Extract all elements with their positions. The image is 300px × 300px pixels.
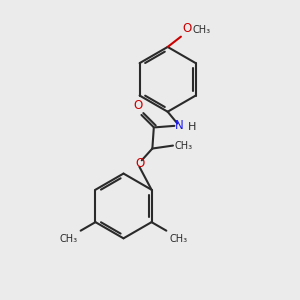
- Text: O: O: [182, 22, 192, 35]
- Text: O: O: [135, 157, 145, 170]
- Text: CH₃: CH₃: [192, 25, 210, 35]
- Text: H: H: [188, 122, 197, 132]
- Text: CH₃: CH₃: [169, 234, 188, 244]
- Text: O: O: [133, 99, 142, 112]
- Text: N: N: [175, 119, 183, 132]
- Text: CH₃: CH₃: [60, 234, 78, 244]
- Text: CH₃: CH₃: [174, 141, 193, 151]
